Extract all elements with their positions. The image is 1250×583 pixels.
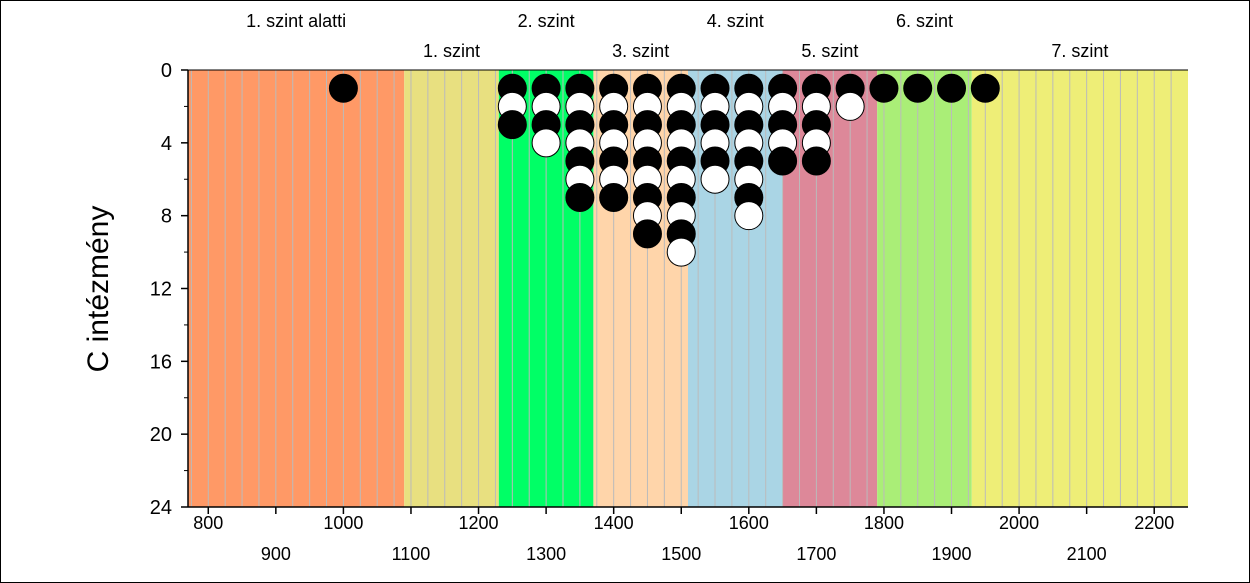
x-tick-label: 1800: [864, 513, 904, 533]
y-tick-label: 20: [150, 424, 172, 446]
x-tick-label: 1000: [323, 513, 363, 533]
y-tick-label: 16: [150, 351, 172, 373]
x-tick-label: 1500: [661, 544, 701, 564]
points-layer: [328, 73, 1000, 267]
data-point-white: [531, 128, 561, 158]
data-point-white: [835, 91, 865, 121]
level-band-6: [782, 70, 878, 507]
data-point-black: [565, 182, 595, 212]
data-point-black: [903, 73, 933, 103]
x-tick-label: 1200: [459, 513, 499, 533]
x-tick-label: 1600: [729, 513, 769, 533]
band-label: 4. szint: [707, 11, 764, 31]
band-label: 5. szint: [801, 41, 858, 61]
x-tick-label: 1300: [526, 544, 566, 564]
band-label: 1. szint alatti: [246, 11, 346, 31]
y-tick-label: 24: [150, 497, 172, 519]
x-tick-label: 1400: [594, 513, 634, 533]
data-point-black: [768, 146, 798, 176]
data-point-black: [599, 182, 629, 212]
y-tick-label: 0: [161, 60, 172, 82]
x-tick-label: 900: [261, 544, 291, 564]
x-tick-label: 1100: [392, 544, 431, 564]
data-point-black: [497, 110, 527, 140]
data-point-black: [869, 73, 899, 103]
y-tick-label: 8: [161, 206, 172, 228]
data-point-black: [632, 219, 662, 249]
level-band-8: [971, 70, 1188, 507]
y-tick-label: 4: [161, 133, 172, 155]
x-tick-label: 1700: [796, 544, 836, 564]
data-point-white: [700, 164, 730, 194]
band-label: 3. szint: [612, 41, 669, 61]
band-label: 1. szint: [423, 41, 480, 61]
y-axis-title: C intézmény: [82, 206, 115, 373]
level-band-5: [688, 70, 783, 507]
data-point-white: [666, 237, 696, 267]
level-band-1: [188, 70, 405, 507]
axes-layer: 0 4 8 12 16 20 24 800 1000 1200 1400 1600 1800 2000 22…: [150, 60, 1188, 564]
data-point-white: [734, 201, 764, 231]
band-labels-layer: 1. szint alatti 1. szint 2. szint 3. szint 4…: [246, 11, 1108, 61]
x-tick-label: 800: [193, 513, 223, 533]
data-point-black: [970, 73, 1000, 103]
band-label: 7. szint: [1051, 41, 1108, 61]
x-tick-label: 2000: [999, 513, 1039, 533]
data-point-black: [801, 146, 831, 176]
level-band-7: [877, 70, 972, 507]
y-tick-label: 12: [150, 279, 172, 301]
x-tick-label: 2100: [1067, 544, 1107, 564]
data-point-black: [328, 73, 358, 103]
x-tick-label: 1900: [931, 544, 971, 564]
data-point-black: [937, 73, 967, 103]
band-label: 2. szint: [518, 11, 575, 31]
level-band-2: [404, 70, 499, 507]
grid-layer: [190, 70, 1172, 507]
x-tick-label: 2200: [1134, 513, 1174, 533]
band-label: 6. szint: [896, 11, 953, 31]
